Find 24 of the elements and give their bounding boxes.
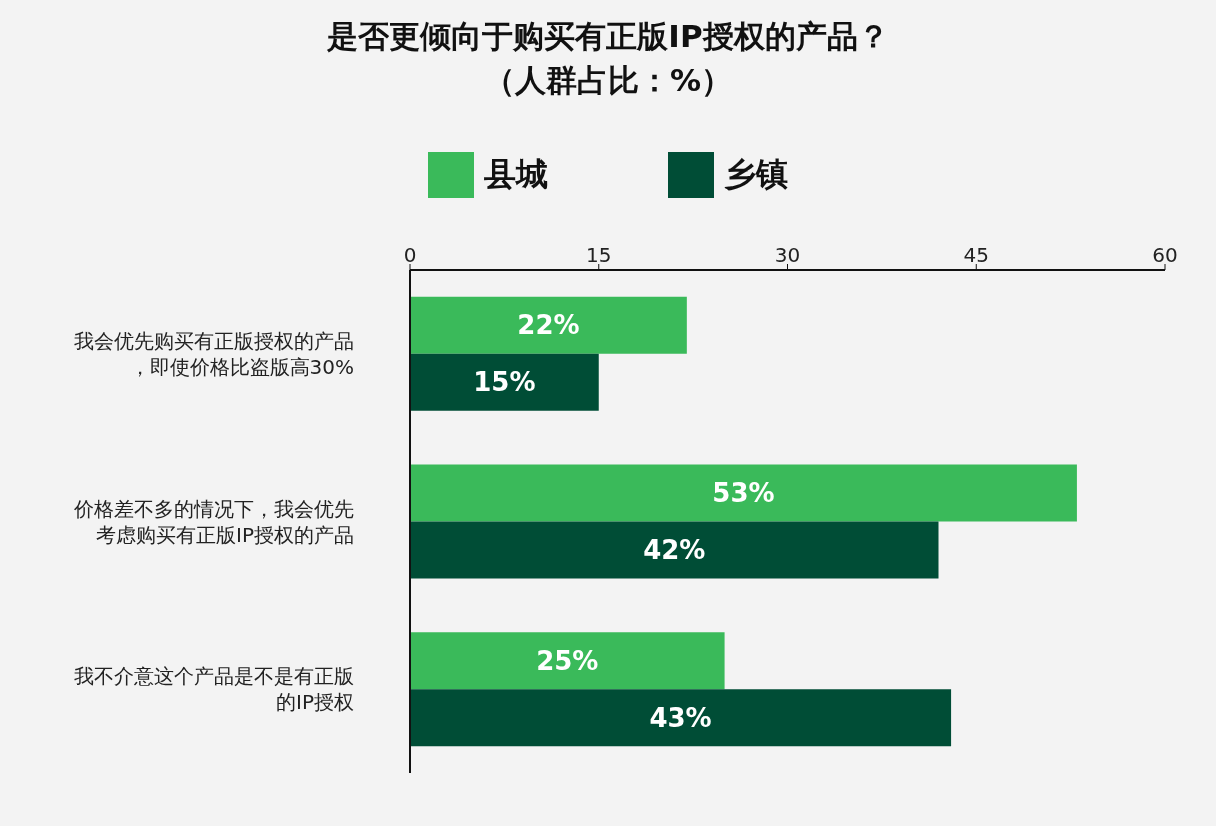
bar bbox=[410, 521, 939, 579]
y-tick-label: 我不介意这个产品是不是有正版的IP授权 bbox=[74, 664, 354, 715]
data-label: 42% bbox=[643, 534, 706, 565]
data-label: 53% bbox=[712, 477, 775, 508]
y-tick-label: 我会优先购买有正版授权的产品，即使价格比盗版高30% bbox=[74, 328, 354, 379]
data-label: 22% bbox=[517, 310, 580, 341]
data-label: 25% bbox=[536, 645, 599, 676]
bar bbox=[410, 353, 599, 411]
bar bbox=[410, 632, 725, 690]
chart-subtitle: （人群占比：%） bbox=[482, 61, 734, 100]
chart-title: 是否更倾向于购买有正版IP授权的产品？ bbox=[326, 17, 890, 56]
y-tick-label: 价格差不多的情况下，我会优先考虑购买有正版IP授权的产品 bbox=[73, 496, 354, 547]
bar bbox=[410, 689, 952, 747]
data-label: 43% bbox=[649, 702, 712, 733]
bar bbox=[410, 464, 1077, 522]
x-tick-label: 60 bbox=[1152, 243, 1178, 267]
data-label: 15% bbox=[473, 367, 536, 398]
bar bbox=[410, 296, 687, 354]
x-tick-label: 0 bbox=[403, 243, 417, 267]
x-tick-label: 15 bbox=[586, 243, 612, 267]
legend-label: 乡镇 bbox=[724, 154, 788, 195]
x-tick-label: 30 bbox=[774, 243, 801, 267]
x-tick-label: 45 bbox=[963, 243, 989, 267]
legend-label: 县城 bbox=[484, 154, 548, 195]
